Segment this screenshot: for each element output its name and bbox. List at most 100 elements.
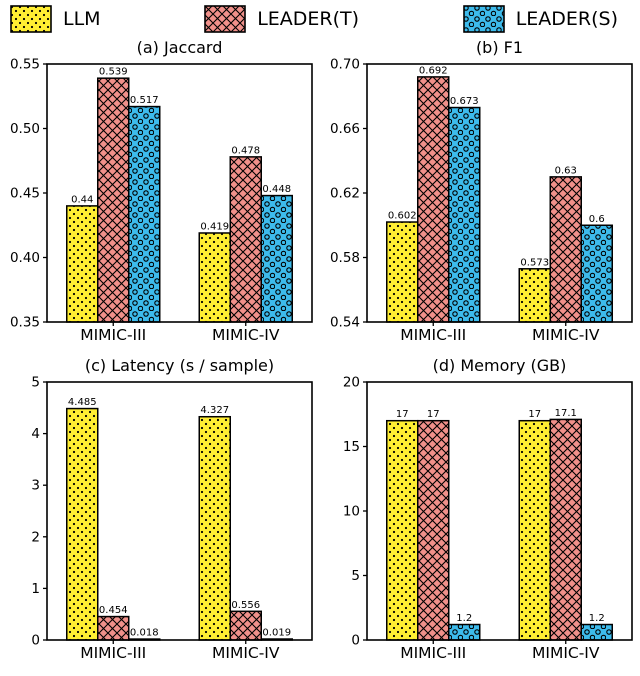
chart-title: (a) Jaccard — [137, 38, 223, 57]
y-tick-label: 15 — [343, 439, 360, 455]
bar-value-label: 4.485 — [68, 397, 97, 408]
y-tick-label: 0.70 — [330, 57, 360, 73]
bar-value-label: 0.448 — [262, 184, 291, 195]
bar-llm-mimic-iv — [518, 419, 551, 641]
y-tick-label: 10 — [343, 504, 360, 520]
legend-swatch-rect — [204, 5, 247, 33]
chart-svg-b-f1: (b) F1 0.54 0.58 0.62 0.66 0.70 0.602 0.573 0.69… — [330, 38, 633, 344]
chart-svg-a-jaccard: (a) Jaccard 0.35 0.40 0.45 0.50 0.55 0.44 0.419… — [10, 38, 313, 344]
y-tick-label: 0.40 — [10, 250, 40, 266]
y-tick-label: 0.35 — [10, 315, 40, 331]
legend-swatch-rect — [462, 5, 505, 33]
x-tick-label: MIMIC-III — [80, 644, 146, 662]
bar-value-label: 0.63 — [555, 165, 577, 176]
bar-value-label: 0.478 — [231, 145, 260, 156]
y-tick-label: 5 — [351, 568, 360, 584]
bar-value-label: 0.019 — [262, 628, 291, 639]
legend-swatch-rect — [10, 5, 52, 33]
legend-item-llm: LLM — [10, 5, 101, 33]
y-tick-label: 5 — [31, 375, 40, 391]
legend: LLM LEADER(T) LEADER(S) — [0, 0, 640, 36]
y-tick-label: 2 — [31, 529, 40, 545]
bar-llm-mimic-iv — [198, 415, 231, 641]
bar-leader-s-mimic-iii — [448, 106, 481, 323]
bar-value-label: 1.2 — [589, 613, 605, 624]
bar-leader-t-mimic-iv — [229, 610, 262, 641]
legend-swatch-leader-t-icon — [204, 5, 247, 33]
bar-llm-mimic-iii — [66, 205, 99, 323]
legend-item-leader-t: LEADER(T) — [204, 5, 359, 33]
bar-value-label: 17 — [528, 409, 541, 420]
legend-swatch-leader-s-icon — [462, 5, 505, 33]
bar-leader-s-mimic-iv — [260, 194, 293, 323]
legend-label-llm: LLM — [63, 7, 101, 30]
chart-svg-c-latency-s-sample: (c) Latency (s / sample) 0 1 2 3 4 5 4.485 4.327… — [31, 356, 313, 662]
bar-leader-s-mimic-iii — [448, 623, 481, 641]
chart-title: (c) Latency (s / sample) — [85, 356, 274, 375]
bar-value-label: 0.517 — [130, 95, 159, 106]
bar-llm-mimic-iv — [518, 268, 551, 323]
bar-leader-t-mimic-iv — [549, 418, 582, 641]
bar-leader-t-mimic-iv — [229, 156, 262, 323]
chart-panel-f1: (b) F1 0.54 0.58 0.62 0.66 0.70 0.602 0.573 0.69… — [320, 36, 640, 354]
y-tick-label: 0.58 — [330, 250, 360, 266]
y-tick-label: 20 — [343, 375, 360, 391]
bar-value-label: 1.2 — [456, 613, 472, 624]
bar-leader-t-mimic-iii — [97, 77, 130, 323]
plot-frame — [366, 381, 633, 641]
bar-leader-s-mimic-iv — [580, 623, 613, 641]
chart-grid: (a) Jaccard 0.35 0.40 0.45 0.50 0.55 0.44 0.419… — [0, 36, 640, 672]
x-tick-label: MIMIC-IV — [532, 326, 600, 344]
bar-llm-mimic-iii — [386, 419, 419, 641]
bar-value-label: 0.673 — [450, 96, 479, 107]
bar-value-label: 0.556 — [231, 600, 260, 611]
y-tick-label: 0.66 — [330, 121, 360, 137]
chart-svg-d-memory-gb: (d) Memory (GB) 0 5 10 15 20 17 17 17 17.1 1.2 1.2 M… — [343, 356, 633, 662]
x-tick-label: MIMIC-IV — [212, 326, 280, 344]
bar-value-label: 17 — [427, 409, 440, 420]
bar-value-label: 17.1 — [555, 408, 577, 419]
chart-title: (b) F1 — [476, 38, 523, 57]
bar-value-label: 0.573 — [520, 257, 549, 268]
bar-leader-t-mimic-iii — [417, 419, 450, 641]
x-tick-label: MIMIC-III — [80, 326, 146, 344]
plot-frame — [46, 381, 313, 641]
bar-llm-mimic-iii — [386, 221, 419, 323]
y-tick-label: 1 — [31, 581, 40, 597]
y-tick-label: 0.55 — [10, 57, 40, 73]
bar-llm-mimic-iv — [198, 232, 231, 323]
legend-item-leader-s: LEADER(S) — [462, 5, 618, 33]
y-tick-label: 0.50 — [10, 121, 40, 137]
legend-label-leader-t: LEADER(T) — [257, 7, 360, 30]
y-tick-label: 0 — [351, 633, 360, 649]
x-tick-label: MIMIC-IV — [212, 644, 280, 662]
bar-value-label: 0.6 — [589, 214, 605, 225]
chart-panel-jaccard: (a) Jaccard 0.35 0.40 0.45 0.50 0.55 0.44 0.419… — [0, 36, 320, 354]
bar-value-label: 0.454 — [99, 605, 128, 616]
bar-value-label: 4.327 — [200, 405, 229, 416]
bar-leader-t-mimic-iii — [417, 76, 450, 323]
bar-value-label: 17 — [396, 409, 409, 420]
bar-value-label: 0.419 — [200, 221, 229, 232]
legend-label-leader-s: LEADER(S) — [515, 7, 618, 30]
chart-panel-memory: (d) Memory (GB) 0 5 10 15 20 17 17 17 17.1 1.2 1.2 M… — [320, 354, 640, 672]
bar-value-label: 0.018 — [130, 628, 159, 639]
plot-frame — [366, 63, 633, 323]
bar-leader-t-mimic-iv — [549, 176, 582, 323]
y-tick-label: 3 — [31, 478, 40, 494]
y-tick-label: 4 — [31, 426, 40, 442]
x-tick-label: MIMIC-IV — [532, 644, 600, 662]
y-tick-label: 0 — [31, 633, 40, 649]
legend-swatch-llm-icon — [10, 5, 52, 33]
y-tick-label: 0.54 — [330, 315, 360, 331]
plot-frame — [46, 63, 313, 323]
bar-leader-s-mimic-iv — [580, 224, 613, 323]
x-tick-label: MIMIC-III — [400, 326, 466, 344]
chart-title: (d) Memory (GB) — [433, 356, 567, 375]
bar-value-label: 0.692 — [419, 65, 448, 76]
chart-panel-latency: (c) Latency (s / sample) 0 1 2 3 4 5 4.485 4.327… — [0, 354, 320, 672]
bar-value-label: 0.539 — [99, 67, 128, 78]
bar-value-label: 0.602 — [388, 211, 417, 222]
y-tick-label: 0.62 — [330, 186, 360, 202]
